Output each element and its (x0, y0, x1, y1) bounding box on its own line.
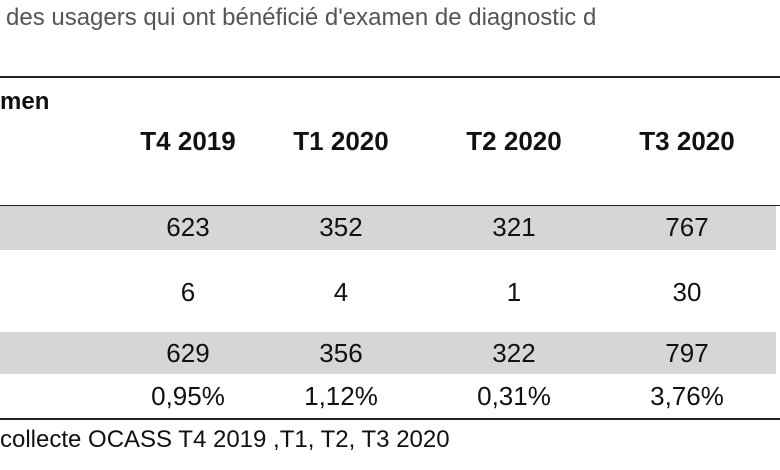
cell-r4-c1: 0,95% (151, 381, 225, 411)
cell-r2-c4: 30 (672, 277, 702, 307)
table-top-rule (0, 76, 780, 78)
cell-r3-c4: 797 (665, 338, 709, 368)
right-column-separator (776, 206, 780, 250)
cell-r3-c3: 322 (492, 338, 536, 368)
cell-r2-c3: 1 (506, 277, 522, 307)
row-band-3 (0, 332, 780, 374)
cell-r4-c2: 1,12% (304, 381, 378, 411)
cell-r4-c3: 0,31% (477, 381, 551, 411)
column-header-t1-2020: T1 2020 (293, 126, 389, 156)
table-bottom-rule (0, 418, 780, 420)
cell-r1-c3: 321 (492, 212, 536, 242)
header-bottom-rule (0, 205, 780, 206)
row-band-1 (0, 206, 780, 250)
cell-r4-c4: 3,76% (650, 381, 724, 411)
column-header-t2-2020: T2 2020 (466, 126, 562, 156)
cell-r1-c1: 623 (166, 212, 210, 242)
cell-r1-c2: 352 (319, 212, 363, 242)
table-source-note: collecte OCASS T4 2019 ,T1, T2, T3 2020 (0, 426, 450, 453)
right-column-separator (776, 332, 780, 374)
cell-r2-c1: 6 (180, 277, 196, 307)
table-caption: des usagers qui ont bénéficié d'examen d… (6, 4, 597, 31)
cell-r2-c2: 4 (333, 277, 349, 307)
cell-r3-c2: 356 (319, 338, 363, 368)
column-header-t3-2020: T3 2020 (639, 126, 735, 156)
header-row-label: men (0, 88, 50, 115)
cell-r3-c1: 629 (166, 338, 210, 368)
cell-r1-c4: 767 (665, 212, 709, 242)
column-header-t4-2019: T4 2019 (140, 126, 236, 156)
